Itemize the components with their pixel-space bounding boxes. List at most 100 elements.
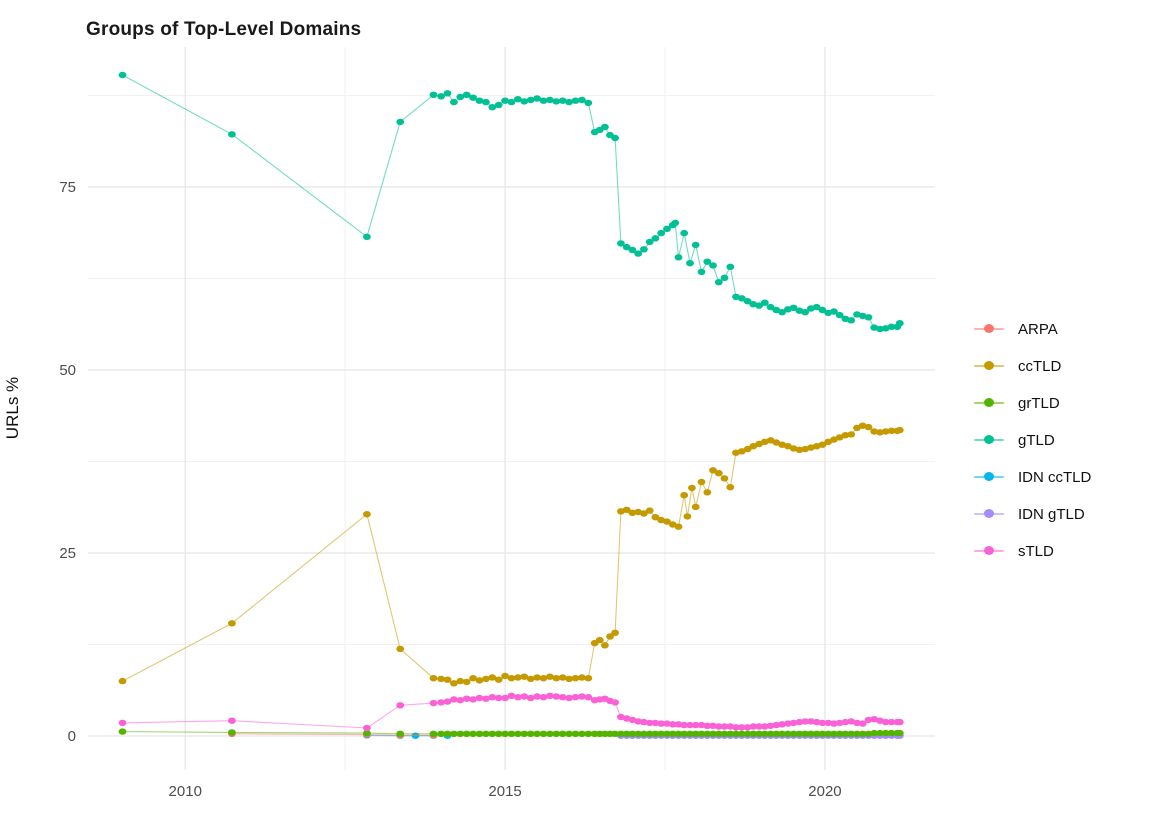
data-point [443, 730, 452, 737]
data-point [514, 96, 522, 103]
data-point [766, 722, 775, 729]
data-point [645, 507, 654, 514]
data-point [720, 730, 729, 737]
data-point [611, 730, 619, 737]
data-point [778, 309, 786, 316]
data-point [858, 720, 867, 727]
data-point [847, 730, 856, 737]
data-point [558, 97, 567, 104]
data-point [772, 306, 781, 314]
data-point [887, 323, 896, 330]
data-point [429, 699, 438, 707]
data-point [482, 695, 490, 702]
legend-key-icon [972, 355, 1006, 377]
data-point [709, 722, 717, 729]
data-point [363, 511, 371, 518]
data-point [558, 674, 567, 681]
legend-item-stld: sTLD [972, 540, 1091, 562]
data-point [488, 694, 497, 701]
legend-item-idn-gtld: IDN gTLD [972, 503, 1091, 525]
data-point [726, 263, 735, 270]
data-point [881, 428, 890, 435]
data-point [743, 730, 752, 737]
data-point [507, 675, 516, 682]
y-tick-label: 75 [59, 179, 76, 196]
data-point [847, 317, 856, 324]
data-point [539, 694, 548, 701]
data-point [450, 98, 458, 106]
data-point [443, 90, 452, 97]
data-point [526, 730, 535, 737]
data-point [571, 694, 580, 701]
data-point [501, 672, 509, 680]
data-point [691, 721, 700, 729]
data-point [680, 492, 689, 499]
data-point [456, 677, 465, 685]
data-point [640, 510, 648, 517]
data-point [396, 730, 405, 737]
data-point [674, 730, 683, 737]
data-point [778, 721, 786, 728]
data-point [565, 694, 573, 702]
data-point [801, 718, 809, 725]
data-point [697, 268, 706, 276]
data-point [611, 629, 619, 636]
data-point [578, 96, 586, 104]
legend-item-grtld: grTLD [972, 392, 1091, 414]
data-point [663, 730, 671, 737]
data-point [584, 99, 593, 107]
data-point [737, 724, 746, 731]
legend-label: ccTLD [1018, 357, 1062, 375]
data-point [228, 717, 236, 724]
data-point [841, 718, 850, 726]
legend-label: gTLD [1018, 431, 1055, 449]
data-point [691, 241, 700, 249]
data-point [674, 523, 683, 530]
data-point [743, 445, 752, 453]
data-point [671, 219, 680, 227]
data-point [617, 730, 625, 737]
data-point [488, 674, 497, 681]
data-point [697, 730, 706, 737]
data-point [703, 489, 712, 496]
data-point [533, 693, 541, 700]
data-point [887, 718, 896, 726]
data-point [784, 730, 792, 737]
data-point [546, 673, 554, 680]
data-point [462, 678, 471, 686]
data-point [546, 692, 554, 699]
data-point [611, 699, 619, 706]
data-point [571, 675, 580, 682]
data-point [429, 91, 438, 99]
data-point [663, 225, 671, 232]
data-point [565, 730, 573, 737]
data-point [755, 302, 763, 309]
legend-key-icon [972, 540, 1006, 562]
data-point [475, 677, 484, 684]
data-point [795, 446, 804, 453]
data-point [755, 723, 763, 730]
data-point [697, 478, 706, 486]
data-point [691, 730, 700, 737]
data-point [494, 694, 503, 702]
data-point [571, 730, 580, 737]
y-tick-label: 50 [59, 362, 76, 379]
series-cctld [118, 422, 904, 687]
data-point [622, 730, 631, 737]
data-point [709, 467, 717, 474]
data-point [450, 730, 458, 737]
data-point [482, 730, 490, 737]
data-point [437, 699, 445, 706]
data-point [697, 721, 706, 729]
data-point [396, 702, 405, 709]
data-point [657, 229, 666, 237]
data-point [732, 724, 740, 731]
data-point [720, 723, 729, 730]
data-point [853, 719, 861, 727]
data-point [558, 730, 567, 737]
data-point [881, 729, 890, 737]
data-point [578, 674, 586, 681]
data-point [501, 97, 509, 104]
data-point [720, 475, 729, 482]
legend-key-dot [984, 546, 994, 555]
